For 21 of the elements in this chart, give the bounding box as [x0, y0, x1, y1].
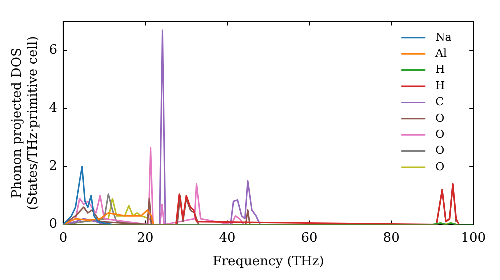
legend-label: Na: [436, 30, 452, 44]
x-tick-label: 40: [219, 230, 236, 246]
y-tick-label: 4: [49, 101, 58, 116]
legend-label: C: [436, 96, 444, 109]
y-tick-label: 2: [49, 159, 58, 174]
legend-label: O: [436, 112, 445, 125]
x-axis-title: Frequency (THz): [212, 254, 324, 270]
y-axis-title: Phonon projected DOS (States/THz·primitive cell): [10, 36, 41, 210]
x-tick-label: 100: [461, 230, 486, 246]
legend-label: Al: [434, 46, 448, 60]
x-tick-label: 0: [59, 230, 68, 246]
y-tick-label: 6: [49, 43, 58, 58]
legend-label: H: [436, 79, 446, 92]
y-tick-label: 0: [49, 217, 58, 232]
legend-label: O: [436, 144, 445, 158]
legend-label: O: [436, 160, 445, 174]
x-tick-label: 60: [301, 230, 318, 246]
x-tick-label: 20: [137, 230, 154, 246]
x-tick-label: 80: [383, 230, 400, 246]
legend-label: H: [436, 63, 446, 76]
legend-label: O: [436, 128, 445, 141]
